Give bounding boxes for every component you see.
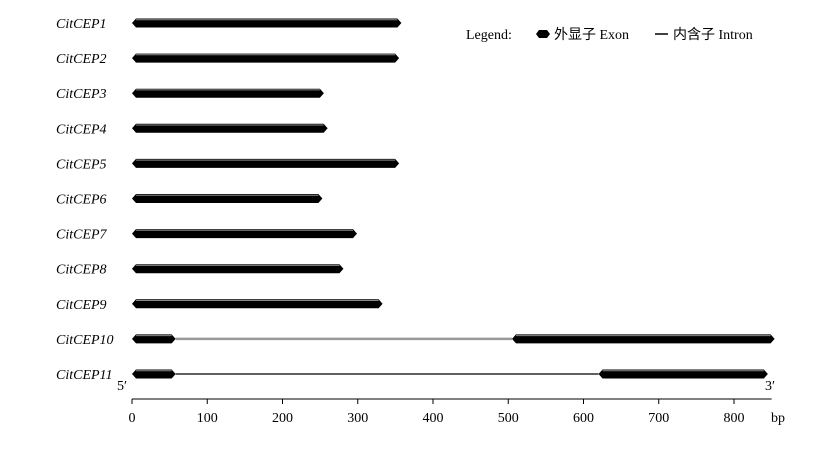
gene-name: CitCEP5	[56, 157, 107, 172]
exon-block	[132, 123, 328, 133]
x-axis: 5′ 3′ bp 0 100 200 300 400 500 600 700 800	[117, 379, 785, 426]
gene-row: CitCEP2	[56, 52, 400, 67]
gene-row: CitCEP10	[56, 333, 775, 348]
axis-tick-label: 800	[724, 411, 745, 426]
exon-block	[132, 369, 176, 379]
legend-exon-icon	[536, 30, 550, 38]
exon-block	[598, 369, 768, 379]
gene-name: CitCEP10	[56, 333, 114, 348]
gene-name: CitCEP9	[56, 298, 107, 313]
gene-name: CitCEP8	[56, 263, 107, 278]
gene-name: CitCEP4	[56, 122, 107, 137]
gene-name: CitCEP6	[56, 193, 107, 208]
axis-tick-label: 600	[573, 411, 594, 426]
exon-block	[132, 158, 400, 168]
gene-row: CitCEP8	[56, 263, 344, 278]
gene-row: CitCEP11	[56, 368, 768, 383]
exon-block	[132, 88, 324, 98]
gene-rows: CitCEP1 CitCEP2 CitCEP3 CitCEP4 CitCEP5 CitCE…	[56, 17, 775, 383]
exon-block	[132, 53, 400, 63]
axis-tick-label: 200	[272, 411, 293, 426]
axis-tick-label: 500	[498, 411, 519, 426]
axis-tick-label: 400	[423, 411, 444, 426]
exon-block	[132, 229, 357, 239]
gene-row: CitCEP7	[56, 228, 357, 243]
exon-block	[132, 194, 323, 203]
gene-name: CitCEP11	[56, 368, 113, 383]
axis-tick-label: 300	[347, 411, 368, 426]
gene-row: CitCEP3	[56, 87, 324, 102]
gene-name: CitCEP2	[56, 52, 107, 67]
legend-exon-label: 外显子 Exon	[554, 27, 629, 43]
gene-row: CitCEP6	[56, 193, 323, 208]
gene-row: CitCEP1	[56, 17, 402, 32]
axis-tick-label: 0	[129, 411, 136, 426]
five-prime-label: 5′	[117, 379, 127, 394]
gene-name: CitCEP3	[56, 87, 107, 102]
legend-title: Legend:	[466, 28, 512, 43]
exon-block	[132, 334, 176, 344]
gene-row: CitCEP5	[56, 157, 400, 172]
axis-unit-label: bp	[771, 411, 785, 426]
axis-tick-label: 100	[197, 411, 218, 426]
exon-block	[132, 299, 383, 309]
gene-row: CitCEP4	[56, 122, 328, 137]
exon-block	[512, 334, 775, 344]
exon-block	[132, 18, 402, 28]
legend-intron-label: 内含子 Intron	[673, 27, 753, 43]
gene-name: CitCEP1	[56, 17, 107, 32]
exon-block	[132, 264, 344, 274]
gene-row: CitCEP9	[56, 298, 383, 313]
legend: Legend: 外显子 Exon 内含子 Intron	[466, 27, 753, 43]
three-prime-label: 3′	[765, 379, 775, 394]
axis-tick-label: 700	[648, 411, 669, 426]
gene-name: CitCEP7	[56, 228, 108, 243]
